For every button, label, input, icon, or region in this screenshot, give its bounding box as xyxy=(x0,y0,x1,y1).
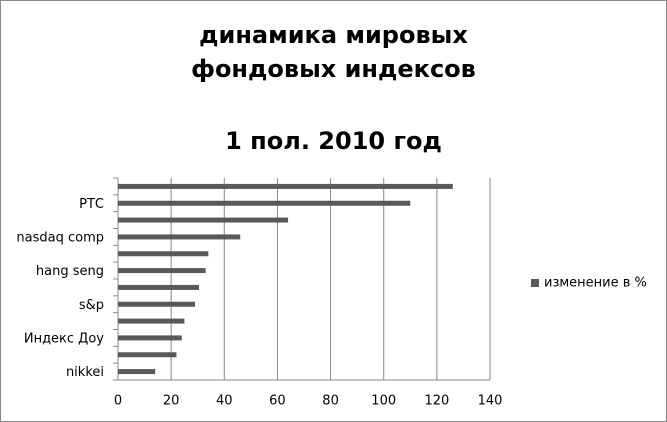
legend-swatch xyxy=(531,279,539,287)
y-tick-label: hang seng xyxy=(36,264,104,279)
y-tick-label: s&p xyxy=(79,298,104,313)
y-tick-label: nikkei xyxy=(66,365,104,380)
legend-label: изменение в % xyxy=(544,276,647,291)
x-tick-label: 100 xyxy=(371,394,396,409)
bar xyxy=(118,369,156,375)
x-tick-label: 0 xyxy=(114,394,122,409)
bar xyxy=(118,183,453,189)
bar xyxy=(118,301,196,307)
bar xyxy=(118,268,206,274)
x-tick-label: 20 xyxy=(163,394,180,409)
bar xyxy=(118,234,241,240)
x-tick-label: 140 xyxy=(478,394,503,409)
bar xyxy=(118,217,289,223)
y-tick-label: nasdaq comp xyxy=(16,230,104,245)
x-tick-label: 80 xyxy=(322,394,339,409)
bar xyxy=(118,352,177,358)
bar xyxy=(118,251,209,257)
x-tick-label: 60 xyxy=(269,394,286,409)
x-tick-label: 120 xyxy=(424,394,449,409)
y-tick-label: Индекс Доу xyxy=(24,331,104,346)
bar xyxy=(118,284,200,290)
bar xyxy=(118,335,182,341)
chart-subtitle: 1 пол. 2010 год xyxy=(225,127,442,155)
bar xyxy=(118,200,411,206)
chart-title: динамика мировых фондовых индексов xyxy=(191,21,476,83)
bar xyxy=(118,318,185,324)
y-tick-label: РТС xyxy=(79,197,104,212)
x-tick-label: 40 xyxy=(216,394,233,409)
